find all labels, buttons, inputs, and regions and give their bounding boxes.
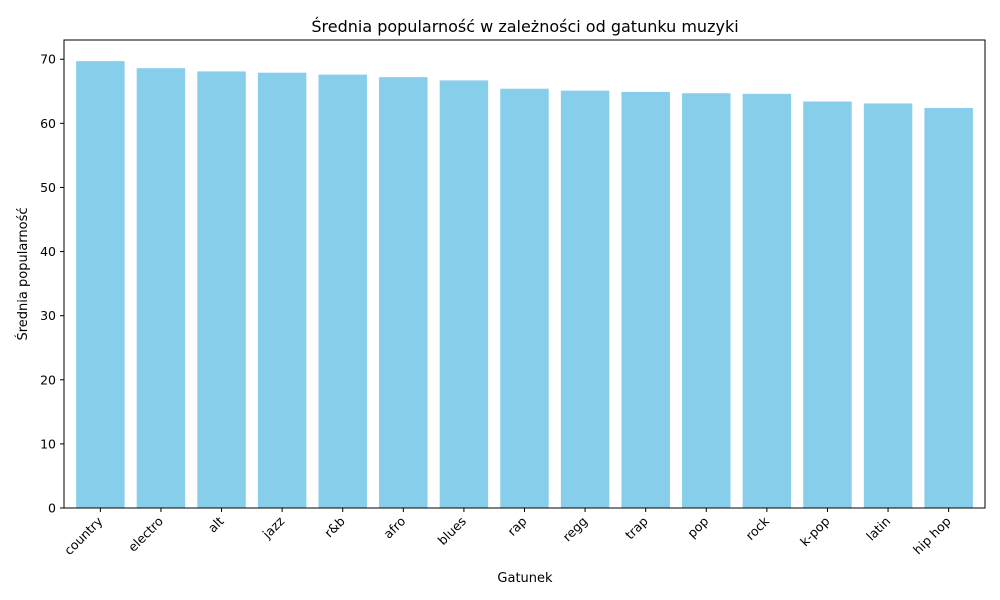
x-tick-label: r&b xyxy=(321,513,348,540)
bar-rap xyxy=(500,88,549,508)
x-tick-label: regg xyxy=(559,514,590,545)
y-tick-label: 30 xyxy=(40,308,56,323)
bar-trap xyxy=(621,91,670,508)
x-tick-label: blues xyxy=(435,514,469,548)
bar-r-b xyxy=(318,74,367,509)
x-tick-label: trap xyxy=(622,513,651,542)
bar-afro xyxy=(379,77,428,508)
chart-title: Średnia popularność w zależności od gatu… xyxy=(311,17,738,36)
x-tick-label: k-pop xyxy=(797,513,833,549)
bar-blues xyxy=(439,80,489,508)
bar-latin xyxy=(863,103,913,508)
x-tick-label: latin xyxy=(863,514,893,544)
y-tick-label: 70 xyxy=(40,52,56,67)
x-tick-label: hip hop xyxy=(910,513,954,557)
x-tick-label: rap xyxy=(504,513,529,538)
x-tick-label: electro xyxy=(125,514,166,555)
bar-hip-hop xyxy=(924,107,973,508)
x-tick-label: jazz xyxy=(259,513,288,542)
x-tick-label: afro xyxy=(380,514,408,542)
bars-group xyxy=(76,61,973,509)
bar-electro xyxy=(136,68,186,508)
bar-country xyxy=(76,61,125,509)
y-tick-label: 10 xyxy=(40,436,56,451)
y-tick-label: 50 xyxy=(40,180,56,195)
x-axis-label: Gatunek xyxy=(497,571,553,586)
x-tick-label: pop xyxy=(684,513,711,540)
plot-frame xyxy=(63,39,986,509)
x-axis: country electro alt jazz r&b afro blues rap regg… xyxy=(61,508,954,558)
y-tick-label: 0 xyxy=(48,501,56,516)
y-axis: 0 10 20 30 40 50 60 70 xyxy=(40,52,64,516)
y-tick-label: 20 xyxy=(40,372,56,387)
x-tick-label: country xyxy=(61,513,106,558)
x-tick-label: alt xyxy=(205,513,227,535)
y-tick-label: 40 xyxy=(40,244,56,259)
bar-pop xyxy=(682,93,731,508)
bar-regg xyxy=(560,90,610,508)
x-tick-label: rock xyxy=(743,513,773,543)
y-tick-label: 60 xyxy=(40,116,56,131)
bar-alt xyxy=(197,71,246,508)
bar-k-pop xyxy=(803,101,852,509)
bar-rock xyxy=(742,93,792,509)
y-axis-label: Średnia popularność xyxy=(15,207,31,340)
bar-jazz xyxy=(257,72,307,508)
